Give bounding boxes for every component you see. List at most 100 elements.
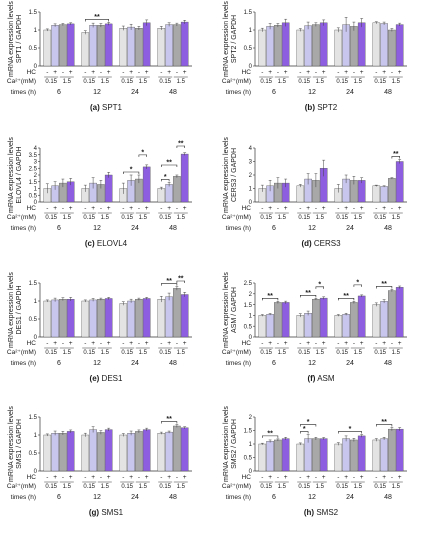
hc-sign: +	[69, 205, 73, 212]
y-tick-label: 0	[34, 469, 38, 475]
ca-value: 1.5	[354, 79, 363, 85]
x-tick-label: 48	[384, 494, 392, 501]
y-tick-label: 1.5	[29, 180, 38, 186]
hc-sign: -	[261, 205, 263, 212]
hc-sign: -	[138, 69, 140, 76]
bar-24-1	[127, 26, 135, 67]
times-row-label: times (h)	[226, 360, 251, 367]
hc-sign: +	[167, 340, 171, 347]
bar-48-1	[380, 23, 388, 67]
y-tick-label: 0	[249, 64, 253, 70]
bar-24-3	[357, 180, 366, 203]
ca-value: 1.5	[392, 484, 401, 490]
bar-48-3	[395, 428, 404, 472]
hc-sign: +	[91, 474, 95, 481]
significance-bracket	[161, 283, 178, 286]
bar-12-1	[304, 438, 312, 472]
hc-sign: -	[122, 69, 124, 76]
bar-24-0	[334, 443, 343, 472]
bar-12-3	[104, 429, 113, 472]
significance-bracket	[338, 298, 355, 301]
significance-label: **	[178, 276, 184, 283]
bar-48-2	[173, 425, 181, 472]
chart-panel-2: mRNA expression levelsELOVL4 / GAPDH 00.5…	[7, 137, 192, 248]
ca-row-label: Ca²⁺(mM)	[7, 214, 36, 221]
bar-12-0	[296, 315, 305, 338]
hc-sign: -	[261, 69, 263, 76]
ca-row-label: Ca²⁺(mM)	[222, 78, 251, 85]
ca-value: 0.15	[45, 350, 57, 356]
times-row-label: times (h)	[11, 494, 36, 501]
hc-sign: -	[122, 474, 124, 481]
hc-sign: -	[62, 69, 64, 76]
ca-value: 0.15	[374, 350, 386, 356]
y-tick-label: 2.5	[244, 281, 253, 287]
y-tick-label: 1	[249, 187, 253, 193]
ca-value: 0.15	[121, 215, 133, 221]
y-tick-label: 4	[249, 146, 253, 152]
significance-label: *	[356, 279, 359, 286]
ca-value: 0.15	[298, 79, 310, 85]
ca-value: 1.5	[177, 350, 186, 356]
hc-sign: +	[183, 69, 187, 76]
x-tick-label: 24	[131, 360, 139, 367]
x-tick-label: 12	[93, 360, 101, 367]
hc-sign: +	[398, 474, 402, 481]
y-axis-label-line: DES1 / GAPDH	[16, 285, 23, 334]
hc-sign: -	[46, 340, 48, 347]
bar-24-3	[142, 22, 151, 67]
y-tick-label: 1	[249, 314, 253, 320]
bar-12-0	[81, 434, 90, 472]
hc-sign: +	[53, 69, 57, 76]
y-axis-label-line: SPT1 / GAPDH	[16, 15, 23, 63]
bar-48-2	[388, 290, 396, 338]
bar-6-0	[258, 443, 267, 472]
y-tick-label: 2	[34, 173, 38, 179]
y-tick-label: 3	[249, 160, 253, 166]
hc-sign: -	[160, 69, 162, 76]
y-tick-label: 1.5	[29, 281, 38, 287]
ca-value: 1.5	[63, 484, 72, 490]
ca-value: 0.15	[121, 484, 133, 490]
bar-6-1	[266, 441, 274, 472]
bar-6-3	[66, 431, 75, 472]
x-tick-label: 48	[169, 494, 177, 501]
bar-12-2	[312, 299, 320, 338]
ca-value: 0.15	[159, 79, 171, 85]
ca-value: 1.5	[63, 215, 72, 221]
significance-bracket	[161, 421, 178, 424]
hc-sign: -	[176, 474, 178, 481]
bar-12-2	[97, 432, 105, 472]
y-tick-label: 1.5	[29, 415, 38, 421]
hc-sign: +	[382, 340, 386, 347]
hc-sign: -	[46, 205, 48, 212]
ca-value: 0.15	[83, 484, 95, 490]
bar-12-0	[296, 185, 305, 203]
hc-sign: -	[84, 340, 86, 347]
y-axis-label-line: SPT2 / GAPDH	[231, 15, 238, 63]
x-tick-label: 6	[272, 89, 276, 96]
panel-gene: ASM	[315, 374, 334, 383]
ca-value: 1.5	[101, 79, 110, 85]
y-tick-label: 1.5	[244, 303, 253, 309]
hc-sign: -	[375, 474, 377, 481]
hc-sign: +	[268, 474, 272, 481]
ca-value: 0.15	[260, 350, 272, 356]
ca-row-label: Ca²⁺(mM)	[7, 349, 36, 356]
ca-value: 1.5	[354, 484, 363, 490]
ca-value: 1.5	[139, 350, 148, 356]
hc-sign: +	[360, 474, 364, 481]
y-axis-label-line: ELOVL4 / GAPDH	[16, 146, 23, 203]
y-tick-label: 1	[34, 299, 38, 305]
hc-sign: -	[353, 69, 355, 76]
hc-sign: +	[360, 205, 364, 212]
bar-48-3	[395, 24, 404, 67]
ca-value: 1.5	[101, 350, 110, 356]
hc-sign: -	[62, 205, 64, 212]
hc-sign: -	[46, 474, 48, 481]
y-axis-label: mRNA expression levelsSPT1 / GAPDH	[8, 1, 23, 77]
ca-value: 1.5	[278, 79, 287, 85]
significance-label: **	[166, 416, 172, 423]
y-tick-label: 0.5	[29, 46, 38, 52]
significance-label: **	[305, 290, 311, 297]
